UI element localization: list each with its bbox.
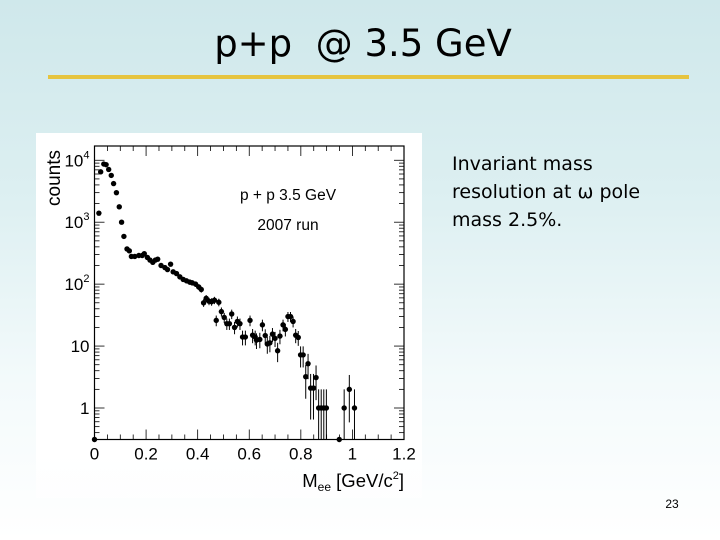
data-point xyxy=(280,322,286,328)
data-point xyxy=(113,189,120,196)
data-point xyxy=(116,204,122,210)
data-point xyxy=(295,334,301,341)
data-point xyxy=(154,256,161,262)
data-point xyxy=(132,253,138,260)
y-axis-tick-labels: 1 10 102 103 104 xyxy=(64,149,89,418)
data-point xyxy=(121,233,127,240)
data-markers xyxy=(91,161,358,443)
y-axis-label: counts xyxy=(44,150,65,206)
page-number: 23 xyxy=(665,497,679,511)
plot-frame xyxy=(93,145,405,441)
data-point xyxy=(310,385,317,391)
y-tick-label: 104 xyxy=(64,149,89,170)
data-point xyxy=(336,436,342,443)
data-point xyxy=(164,266,171,273)
data-point xyxy=(300,352,306,358)
title-underline xyxy=(48,75,689,79)
data-point xyxy=(231,324,238,331)
slide-body-text: Invariant mass resolution at ω pole mass… xyxy=(452,150,702,234)
data-point xyxy=(242,334,249,340)
data-point xyxy=(200,300,207,306)
x-tick-label: 1 xyxy=(348,445,357,464)
body-text-line: resolution at ω pole xyxy=(452,181,641,203)
slide-title: p+p @ 3.5 GeV xyxy=(214,22,512,65)
data-point xyxy=(247,317,253,324)
body-text-line: mass 2.5%. xyxy=(452,209,563,231)
x-tick-label: 0.6 xyxy=(237,445,261,464)
body-text-line: Invariant mass xyxy=(452,153,593,175)
y-tick-label: 103 xyxy=(64,211,89,232)
chart-svg: 1 10 102 103 104 0 0.2 0.4 0.6 0.8 1 1.2 p + p 3.5… xyxy=(44,145,416,494)
data-point xyxy=(346,386,353,393)
data-point xyxy=(126,248,133,254)
data-point xyxy=(105,166,112,173)
data-point xyxy=(97,169,104,175)
data-point xyxy=(118,219,125,225)
x-tick-label: 0.2 xyxy=(134,445,158,464)
x-tick-label: 1.2 xyxy=(392,445,416,464)
data-point xyxy=(257,336,263,343)
x-axis-tick-labels: 0 0.2 0.4 0.6 0.8 1 1.2 xyxy=(90,445,416,464)
data-point xyxy=(313,374,319,381)
data-point xyxy=(198,286,204,293)
data-point xyxy=(173,270,180,277)
data-point xyxy=(267,340,273,346)
x-tick-label: 0.8 xyxy=(289,445,313,464)
data-point xyxy=(323,405,330,411)
data-point xyxy=(272,335,278,342)
invariant-mass-chart: 1 10 102 103 104 0 0.2 0.4 0.6 0.8 1 1.2 p + p 3.5… xyxy=(36,133,422,498)
y-tick-label: 1 xyxy=(80,399,89,418)
data-point xyxy=(213,317,219,324)
y-tick-label: 102 xyxy=(64,273,89,294)
data-point xyxy=(262,332,268,339)
chart-annotation-system: p + p 3.5 GeV xyxy=(240,187,337,204)
chart-annotation-run: 2007 run xyxy=(257,217,318,234)
data-point xyxy=(282,326,289,333)
data-point xyxy=(218,308,225,315)
data-point xyxy=(351,405,358,411)
data-point xyxy=(259,322,266,328)
data-point xyxy=(237,320,243,327)
data-point xyxy=(287,313,294,320)
data-point xyxy=(303,374,309,380)
data-point xyxy=(103,161,109,168)
data-point xyxy=(91,436,98,443)
data-point xyxy=(290,318,296,325)
data-point xyxy=(108,172,114,179)
data-point xyxy=(167,261,174,267)
x-tick-label: 0 xyxy=(90,445,99,464)
data-point xyxy=(110,180,117,187)
data-point xyxy=(229,311,235,317)
x-tick-label: 0.4 xyxy=(186,445,210,464)
data-point xyxy=(216,299,222,305)
data-point xyxy=(269,331,276,337)
data-point xyxy=(274,348,281,354)
data-point xyxy=(341,405,347,411)
data-point xyxy=(141,251,147,257)
data-point xyxy=(96,210,102,216)
x-axis-label: Mee [GeV/c2] xyxy=(302,470,404,494)
data-point xyxy=(277,333,283,339)
y-tick-label: 10 xyxy=(71,337,90,356)
data-point xyxy=(221,314,227,321)
data-point xyxy=(226,320,233,327)
data-point xyxy=(305,360,311,367)
data-point xyxy=(211,297,218,303)
y-axis-ticks xyxy=(94,159,404,434)
